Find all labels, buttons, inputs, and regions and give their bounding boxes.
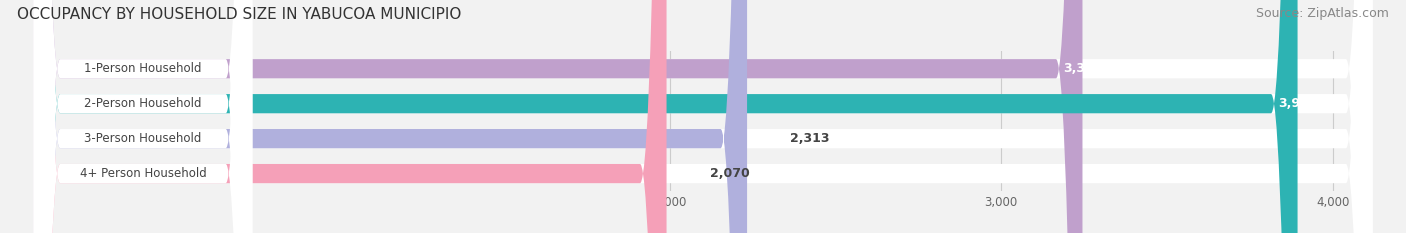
Text: 2,313: 2,313 (790, 132, 830, 145)
Text: Source: ZipAtlas.com: Source: ZipAtlas.com (1256, 7, 1389, 20)
FancyBboxPatch shape (34, 0, 1372, 233)
Text: 1-Person Household: 1-Person Household (84, 62, 201, 75)
FancyBboxPatch shape (34, 0, 252, 233)
FancyBboxPatch shape (34, 0, 1083, 233)
FancyBboxPatch shape (34, 0, 1372, 233)
FancyBboxPatch shape (34, 0, 1372, 233)
Text: 3-Person Household: 3-Person Household (84, 132, 201, 145)
Text: 3,974: 3,974 (1278, 97, 1317, 110)
Text: OCCUPANCY BY HOUSEHOLD SIZE IN YABUCOA MUNICIPIO: OCCUPANCY BY HOUSEHOLD SIZE IN YABUCOA M… (17, 7, 461, 22)
FancyBboxPatch shape (34, 0, 666, 233)
FancyBboxPatch shape (34, 0, 1372, 233)
FancyBboxPatch shape (34, 0, 1298, 233)
FancyBboxPatch shape (34, 0, 252, 233)
Text: 3,325: 3,325 (1063, 62, 1102, 75)
Text: 2,070: 2,070 (710, 167, 749, 180)
FancyBboxPatch shape (34, 0, 252, 233)
FancyBboxPatch shape (34, 0, 252, 233)
Text: 4+ Person Household: 4+ Person Household (80, 167, 207, 180)
FancyBboxPatch shape (34, 0, 747, 233)
Text: 2-Person Household: 2-Person Household (84, 97, 201, 110)
